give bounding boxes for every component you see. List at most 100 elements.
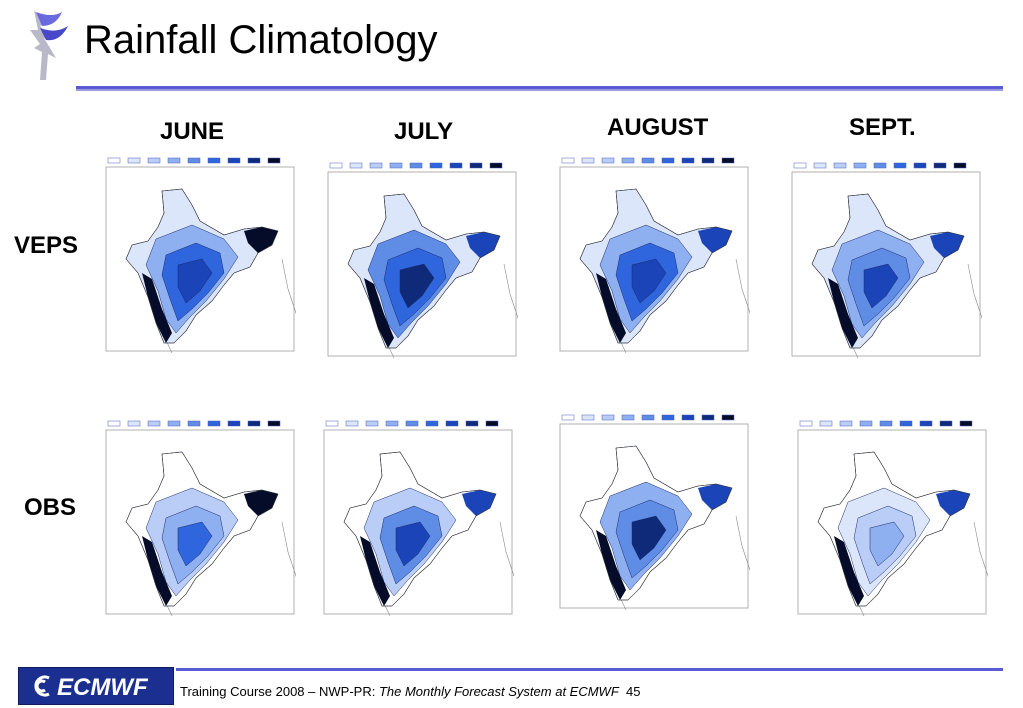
- legend-swatch: [939, 420, 953, 427]
- map-obs-august: [558, 412, 750, 612]
- title-divider: [76, 86, 1003, 91]
- northeast-band: [936, 490, 970, 516]
- legend-swatch: [859, 420, 873, 427]
- rain-contour: [177, 258, 213, 304]
- legend-swatch: [127, 157, 141, 164]
- legend-swatch: [469, 162, 483, 169]
- country-outline: [811, 193, 965, 349]
- legend-swatch: [207, 157, 221, 164]
- map-veps-august: [558, 155, 750, 355]
- legend-swatch: [959, 420, 973, 427]
- west-coast-band: [828, 278, 858, 348]
- legend-swatch: [933, 162, 947, 169]
- legend-swatch: [227, 157, 241, 164]
- legend-swatch: [681, 157, 695, 164]
- legend-swatch: [853, 162, 867, 169]
- northeast-band: [466, 232, 500, 258]
- legend-swatch: [147, 157, 161, 164]
- map-obs-sept: [796, 418, 988, 618]
- month-label-sept: SEPT.: [849, 114, 916, 141]
- northeast-band: [930, 232, 964, 258]
- legend-strip: [325, 420, 499, 427]
- row-label-obs: OBS: [24, 494, 77, 521]
- legend-swatch: [721, 157, 735, 164]
- legend-swatch: [581, 414, 595, 421]
- country-outline: [817, 451, 971, 607]
- legend-swatch: [561, 414, 575, 421]
- legend-swatch: [385, 420, 399, 427]
- west-coast-band: [142, 273, 172, 343]
- legend-swatch: [405, 420, 419, 427]
- rain-contour: [869, 521, 905, 567]
- legend-swatch: [107, 420, 121, 427]
- legend-swatch: [621, 157, 635, 164]
- legend-swatch: [919, 420, 933, 427]
- legend-swatch: [913, 162, 927, 169]
- northeast-band: [244, 227, 278, 253]
- legend-swatch: [365, 420, 379, 427]
- slide-title: Rainfall Climatology: [84, 18, 438, 62]
- legend-swatch: [701, 157, 715, 164]
- legend-swatch: [793, 162, 807, 169]
- legend-swatch: [893, 162, 907, 169]
- month-label-august: AUGUST: [607, 114, 709, 141]
- row-label-veps: VEPS: [14, 232, 79, 259]
- legend-strip: [561, 414, 735, 421]
- legend-swatch: [127, 420, 141, 427]
- footer-course: Training Course 2008 – NWP-PR:: [180, 684, 379, 699]
- legend-swatch: [329, 162, 343, 169]
- footer-text: Training Course 2008 – NWP-PR: The Month…: [180, 684, 640, 699]
- legend-swatch: [187, 420, 201, 427]
- legend-swatch: [839, 420, 853, 427]
- country-outline: [125, 451, 279, 607]
- ecmwf-logo: ECMWF: [18, 667, 174, 705]
- legend-swatch: [601, 157, 615, 164]
- legend-swatch: [247, 157, 261, 164]
- legend-strip: [329, 162, 503, 169]
- legend-swatch: [721, 414, 735, 421]
- footer-subtitle: The Monthly Forecast System at ECMWF: [378, 684, 619, 699]
- map-veps-june: [104, 155, 296, 355]
- legend-strip: [561, 157, 735, 164]
- ecmwf-emblem-icon: [26, 8, 72, 82]
- west-coast-band: [834, 536, 864, 606]
- legend-swatch: [621, 414, 635, 421]
- country-outline: [125, 188, 279, 344]
- legend-swatch: [207, 420, 221, 427]
- map-obs-july: [322, 418, 514, 618]
- legend-swatch: [267, 420, 281, 427]
- northeast-band: [244, 490, 278, 516]
- legend-swatch: [345, 420, 359, 427]
- legend-swatch: [485, 420, 499, 427]
- west-coast-band: [596, 273, 626, 343]
- legend-swatch: [601, 414, 615, 421]
- west-coast-band: [364, 278, 394, 348]
- month-label-june: JUNE: [160, 118, 225, 145]
- legend-swatch: [227, 420, 241, 427]
- legend-strip: [107, 420, 281, 427]
- legend-swatch: [349, 162, 363, 169]
- country-outline: [579, 445, 733, 601]
- northeast-band: [698, 227, 732, 253]
- legend-swatch: [873, 162, 887, 169]
- legend-swatch: [953, 162, 967, 169]
- legend-swatch: [661, 414, 675, 421]
- legend-swatch: [581, 157, 595, 164]
- rain-contour: [399, 263, 435, 309]
- legend-swatch: [409, 162, 423, 169]
- legend-swatch: [449, 162, 463, 169]
- legend-swatch: [819, 420, 833, 427]
- rain-contour: [631, 515, 667, 561]
- country-outline: [343, 451, 497, 607]
- rain-contour: [395, 521, 431, 567]
- legend-swatch: [425, 420, 439, 427]
- country-outline: [347, 193, 501, 349]
- legend-strip: [799, 420, 973, 427]
- west-coast-band: [596, 530, 626, 600]
- west-coast-band: [142, 536, 172, 606]
- legend-swatch: [147, 420, 161, 427]
- map-obs-june: [104, 418, 296, 618]
- legend-swatch: [799, 420, 813, 427]
- country-outline: [579, 188, 733, 344]
- month-label-july: JULY: [394, 118, 454, 145]
